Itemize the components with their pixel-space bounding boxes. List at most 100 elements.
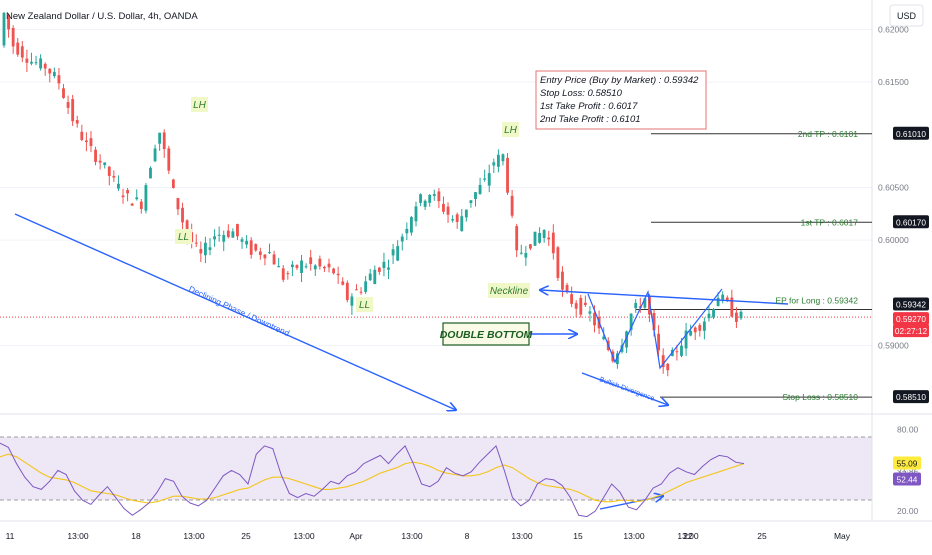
candle [377, 266, 381, 275]
candle [25, 49, 29, 73]
candle [707, 306, 711, 322]
neckline-label[interactable]: Neckline [488, 283, 530, 298]
candle [222, 230, 226, 252]
tp1-label[interactable]: 1st TP : 0.6017 [801, 217, 859, 227]
candle [657, 325, 661, 358]
candle [661, 348, 665, 374]
time-tick-label: 13:00 [677, 531, 699, 541]
candle [323, 265, 326, 273]
candle [84, 132, 88, 152]
price-badge-bg [893, 297, 929, 311]
candle [34, 55, 38, 66]
candle [405, 222, 409, 241]
info-line-stop: Stop Loss: 0.58510 [540, 88, 623, 99]
neckline-text: Neckline [490, 286, 529, 297]
candle [387, 259, 390, 280]
candle [355, 284, 358, 291]
candle [66, 95, 70, 114]
candle [542, 229, 546, 243]
price-badge-bg [893, 390, 929, 404]
lh-label-2[interactable]: LH [502, 122, 519, 137]
trade-info-box[interactable]: Entry Price (Buy by Market) : 0.59342 St… [535, 70, 707, 130]
candle [455, 212, 459, 229]
candle [684, 322, 688, 357]
tp2-label[interactable]: 2nd TP : 0.6101 [798, 129, 858, 139]
time-tick-label: 13:00 [67, 531, 89, 541]
time-tick-label: 13:00 [293, 531, 315, 541]
ll-label-1[interactable]: LL [175, 229, 192, 244]
candle [318, 255, 322, 270]
candle [451, 215, 455, 223]
candle [71, 94, 75, 126]
candle [547, 230, 551, 246]
candle [199, 241, 203, 263]
double-bottom-label[interactable]: DOUBLE BOTTOM [440, 322, 533, 346]
candle [281, 265, 285, 283]
candle [368, 268, 372, 282]
candle [574, 300, 578, 318]
currency-button[interactable]: USD [889, 4, 924, 27]
candle [693, 326, 697, 341]
candle [556, 246, 560, 282]
candle [615, 350, 619, 369]
price-badge: 0.58510 [896, 392, 926, 402]
candle [153, 144, 157, 163]
candle [570, 286, 574, 308]
candle [373, 265, 377, 285]
ll-label-2[interactable]: LL [356, 297, 373, 312]
candle [510, 189, 514, 219]
time-tick-label: 18 [131, 531, 141, 541]
time-tick-label: 13:00 [511, 531, 533, 541]
candle [80, 124, 84, 142]
candle [474, 191, 477, 207]
candle [181, 202, 184, 232]
price-badge: 0.59270 [896, 314, 926, 324]
candle [739, 310, 743, 321]
price-tick-label: 0.60000 [878, 235, 909, 245]
candle [336, 266, 340, 284]
candle [217, 226, 221, 242]
candle [213, 229, 216, 247]
candle [171, 178, 175, 189]
candle [437, 188, 441, 209]
candle [7, 13, 10, 38]
candle [483, 169, 487, 182]
lh-text-1: LH [193, 100, 207, 111]
price-badge-bg [893, 312, 929, 326]
candle [176, 197, 180, 215]
rsi-tick-label: 20.00 [897, 506, 919, 516]
rsi-pane[interactable] [0, 442, 745, 518]
candle [112, 170, 116, 182]
candle [423, 199, 427, 210]
candle [533, 231, 537, 246]
candle [313, 264, 317, 276]
downtrend-arrow[interactable] [14, 213, 456, 410]
candle [735, 307, 738, 329]
time-tick-label: 13:00 [401, 531, 423, 541]
price-badge-bg [893, 126, 929, 140]
candle [391, 243, 395, 265]
stop-loss-label[interactable]: Stop Loss : 0.58510 [782, 392, 858, 402]
candle [350, 293, 354, 315]
entry-label[interactable]: EP for Long : 0.59342 [775, 295, 858, 305]
candle [675, 344, 679, 361]
candle [332, 267, 336, 275]
candle [62, 84, 65, 99]
lh-text-2: LH [504, 125, 518, 136]
candle [419, 193, 422, 207]
double-bottom-pattern[interactable] [587, 288, 723, 370]
candle [89, 131, 93, 153]
time-axis[interactable]: 11 13:00 18 13:00 25 13:00 Apr 13:00 8 13:00 15 13:… [0, 520, 932, 541]
candle [345, 280, 349, 303]
candle [428, 193, 432, 207]
neckline[interactable] [540, 290, 789, 305]
time-tick-label: 13:00 [183, 531, 205, 541]
candle [149, 166, 152, 179]
price-axis[interactable]: 0.62000 0.61500 0.60500 0.60000 0.59000 [878, 24, 909, 350]
lh-label-1[interactable]: LH [191, 97, 208, 112]
candle [240, 237, 244, 249]
rsi-badge: 52.44 [897, 474, 918, 484]
bullish-divergence-arrow[interactable] [581, 372, 668, 405]
candle [396, 240, 400, 262]
